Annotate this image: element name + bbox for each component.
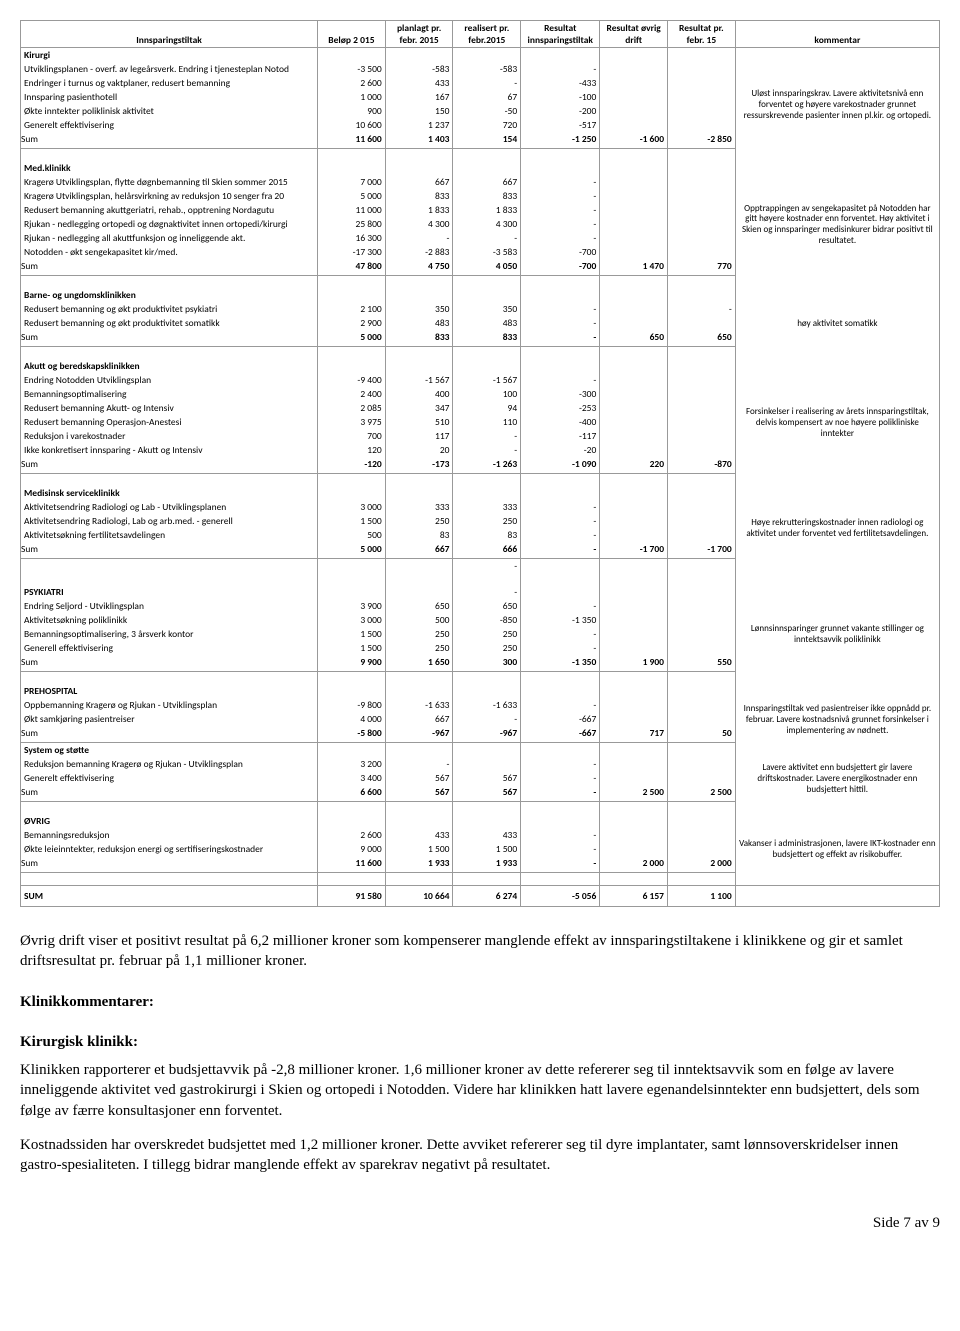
para-1: Øvrig drift viser et positivt resultat p…	[20, 931, 940, 972]
section-header: ØVRIG	[21, 814, 940, 828]
comment-cell: Uløst innsparingskrav. Lavere aktivitets…	[735, 62, 939, 149]
heading-comments: Klinikkommentarer:	[20, 992, 940, 1012]
comment-cell: høy aktivitet somatikk	[735, 302, 939, 347]
table-row: Utviklingsplanen - overf. av legeårsverk…	[21, 62, 940, 76]
table-row: Reduksjon bemanning Kragerø og Rjukan - …	[21, 757, 940, 771]
section-header: Akutt og beredskapsklinikken	[21, 359, 940, 373]
heading-kirurgisk: Kirurgisk klinikk:	[20, 1032, 940, 1052]
table-row: Bemanningsreduksjon2 600433433-Vakanser …	[21, 828, 940, 842]
grand-sum-row: SUM91 58010 6646 274-5 0566 1571 100	[21, 886, 940, 907]
table-row: Redusert bemanning og økt produktivitet …	[21, 302, 940, 316]
section-header: PSYKIATRI-	[21, 585, 940, 599]
section-header: Medisinsk serviceklinikk	[21, 486, 940, 500]
table-row: -	[21, 559, 940, 574]
savings-table: Innsparingstiltak Beløp 2 015 planlagt p…	[20, 20, 940, 907]
para-3: Kostnadssiden har overskredet budsjettet…	[20, 1135, 940, 1176]
table-row: Kragerø Utviklingsplan, flytte døgnbeman…	[21, 175, 940, 189]
table-row: Aktivitetsendring Radiologi og Lab - Utv…	[21, 500, 940, 514]
section-header: Med.klinikk	[21, 161, 940, 175]
table-row: Endring Seljord - Utviklingsplan3 900650…	[21, 599, 940, 613]
page-footer: Side 7 av 9	[20, 1215, 940, 1232]
comment-cell: Forsinkelser i realisering av årets inns…	[735, 373, 939, 474]
comment-cell: Lavere aktivitet enn budsjettert gir lav…	[735, 757, 939, 802]
comment-cell: Opptrappingen av sengekapasitet på Notod…	[735, 175, 939, 276]
para-2: Klinikken rapporterer et budsjettavvik p…	[20, 1060, 940, 1121]
comment-cell: Lønnsinnsparinger grunnet vakante stilli…	[735, 599, 939, 672]
section-header: Barne- og ungdomsklinikken	[21, 288, 940, 302]
col-kommentar: kommentar	[735, 21, 939, 48]
body-text: Øvrig drift viser et positivt resultat p…	[20, 931, 940, 1175]
comment-cell: Innsparingstiltak ved pasientreiser ikke…	[735, 698, 939, 743]
comment-cell: Høye rekrutteringskostnader innen radiol…	[735, 500, 939, 559]
table-row: Endring Notodden Utviklingsplan-9 400-1 …	[21, 373, 940, 387]
table-row: Oppbemanning Kragerø og Rjukan - Utvikli…	[21, 698, 940, 712]
col-result-drift: Resultat øvrig drift	[600, 21, 668, 48]
col-tiltak: Innsparingstiltak	[21, 21, 318, 48]
col-planlagt: planlagt pr. febr. 2015	[385, 21, 453, 48]
col-belop: Beløp 2 015	[318, 21, 386, 48]
col-realisert: realisert pr. febr.2015	[453, 21, 521, 48]
section-header: PREHOSPITAL	[21, 684, 940, 698]
col-result-total: Resultat pr. febr. 15	[668, 21, 736, 48]
section-header: Kirurgi	[21, 48, 940, 63]
col-result-tiltak: Resultat innsparingstiltak	[521, 21, 600, 48]
section-header: System og støtte	[21, 743, 940, 758]
comment-cell: Vakanser i administrasjonen, lavere IKT-…	[735, 828, 939, 873]
